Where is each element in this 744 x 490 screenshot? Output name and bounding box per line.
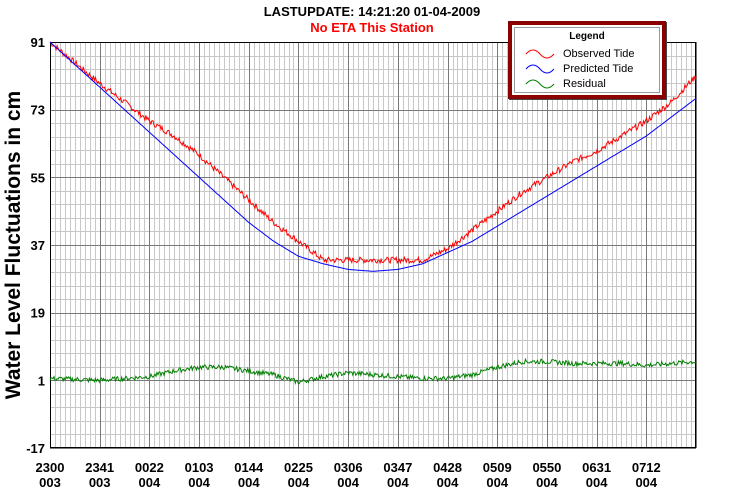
x-tick-label-day: 004 bbox=[139, 475, 161, 490]
y-tick-label: 37 bbox=[31, 238, 45, 253]
x-tick-label-day: 004 bbox=[536, 475, 558, 490]
last-update-header: LASTUPDATE: 14:21:20 01-04-2009 bbox=[263, 4, 481, 19]
x-tick-label-time: 0347 bbox=[383, 460, 412, 475]
x-tick-label-day: 004 bbox=[337, 475, 359, 490]
legend-box: Legend Observed Tide Predicted Tide Resi… bbox=[508, 21, 666, 99]
x-tick-label-day: 004 bbox=[238, 475, 260, 490]
x-tick-label-time: 0428 bbox=[433, 460, 462, 475]
x-tick-label-time: 0144 bbox=[234, 460, 264, 475]
plot-frame bbox=[50, 42, 696, 448]
x-tick-label-day: 004 bbox=[635, 475, 657, 490]
y-tick-label: 55 bbox=[31, 170, 45, 185]
x-tick-label-time: 0306 bbox=[334, 460, 363, 475]
x-tick-label-day: 003 bbox=[39, 475, 61, 490]
legend-label-predicted: Predicted Tide bbox=[563, 63, 634, 75]
x-tick-label-day: 004 bbox=[188, 475, 210, 490]
x-tick-label-time: 0550 bbox=[532, 460, 561, 475]
x-tick-label-time: 2300 bbox=[36, 460, 65, 475]
x-tick-label-time: 0103 bbox=[185, 460, 214, 475]
x-tick-label-time: 0509 bbox=[483, 460, 512, 475]
eta-note: No ETA This Station bbox=[310, 20, 434, 35]
legend-entry-residual: Residual bbox=[525, 77, 606, 91]
observed-tide-line bbox=[49, 41, 697, 265]
y-axis-label: Water Level Fluctuations in cm bbox=[2, 91, 25, 399]
predicted-tide-line bbox=[49, 41, 697, 272]
legend-title: Legend bbox=[569, 31, 605, 42]
y-tick-label: 19 bbox=[31, 306, 45, 321]
y-tick-label: 1 bbox=[38, 373, 45, 388]
x-tick-label-day: 004 bbox=[387, 475, 409, 490]
legend-entry-observed: Observed Tide bbox=[525, 47, 635, 61]
residual-swatch bbox=[525, 79, 555, 89]
legend-label-residual: Residual bbox=[563, 78, 606, 90]
x-tick-label-time: 0712 bbox=[632, 460, 661, 475]
residual-line bbox=[49, 357, 697, 386]
x-tick-label-day: 004 bbox=[288, 475, 310, 490]
y-tick-label: -17 bbox=[26, 441, 45, 456]
legend-entry-predicted: Predicted Tide bbox=[525, 62, 633, 76]
y-tick-label: 73 bbox=[31, 103, 45, 118]
predicted-swatch bbox=[525, 64, 555, 74]
x-tick-label-time: 0631 bbox=[582, 460, 611, 475]
legend-label-observed: Observed Tide bbox=[563, 48, 635, 60]
x-tick-label-day: 004 bbox=[586, 475, 608, 490]
x-tick-label-day: 003 bbox=[89, 475, 111, 490]
x-tick-label-day: 004 bbox=[437, 475, 459, 490]
y-tick-label: 91 bbox=[31, 35, 45, 50]
x-tick-label-time: 0225 bbox=[284, 460, 313, 475]
x-tick-label-day: 004 bbox=[486, 475, 508, 490]
x-tick-label-time: 0022 bbox=[135, 460, 164, 475]
x-tick-label-time: 2341 bbox=[85, 460, 114, 475]
observed-swatch bbox=[525, 49, 555, 59]
